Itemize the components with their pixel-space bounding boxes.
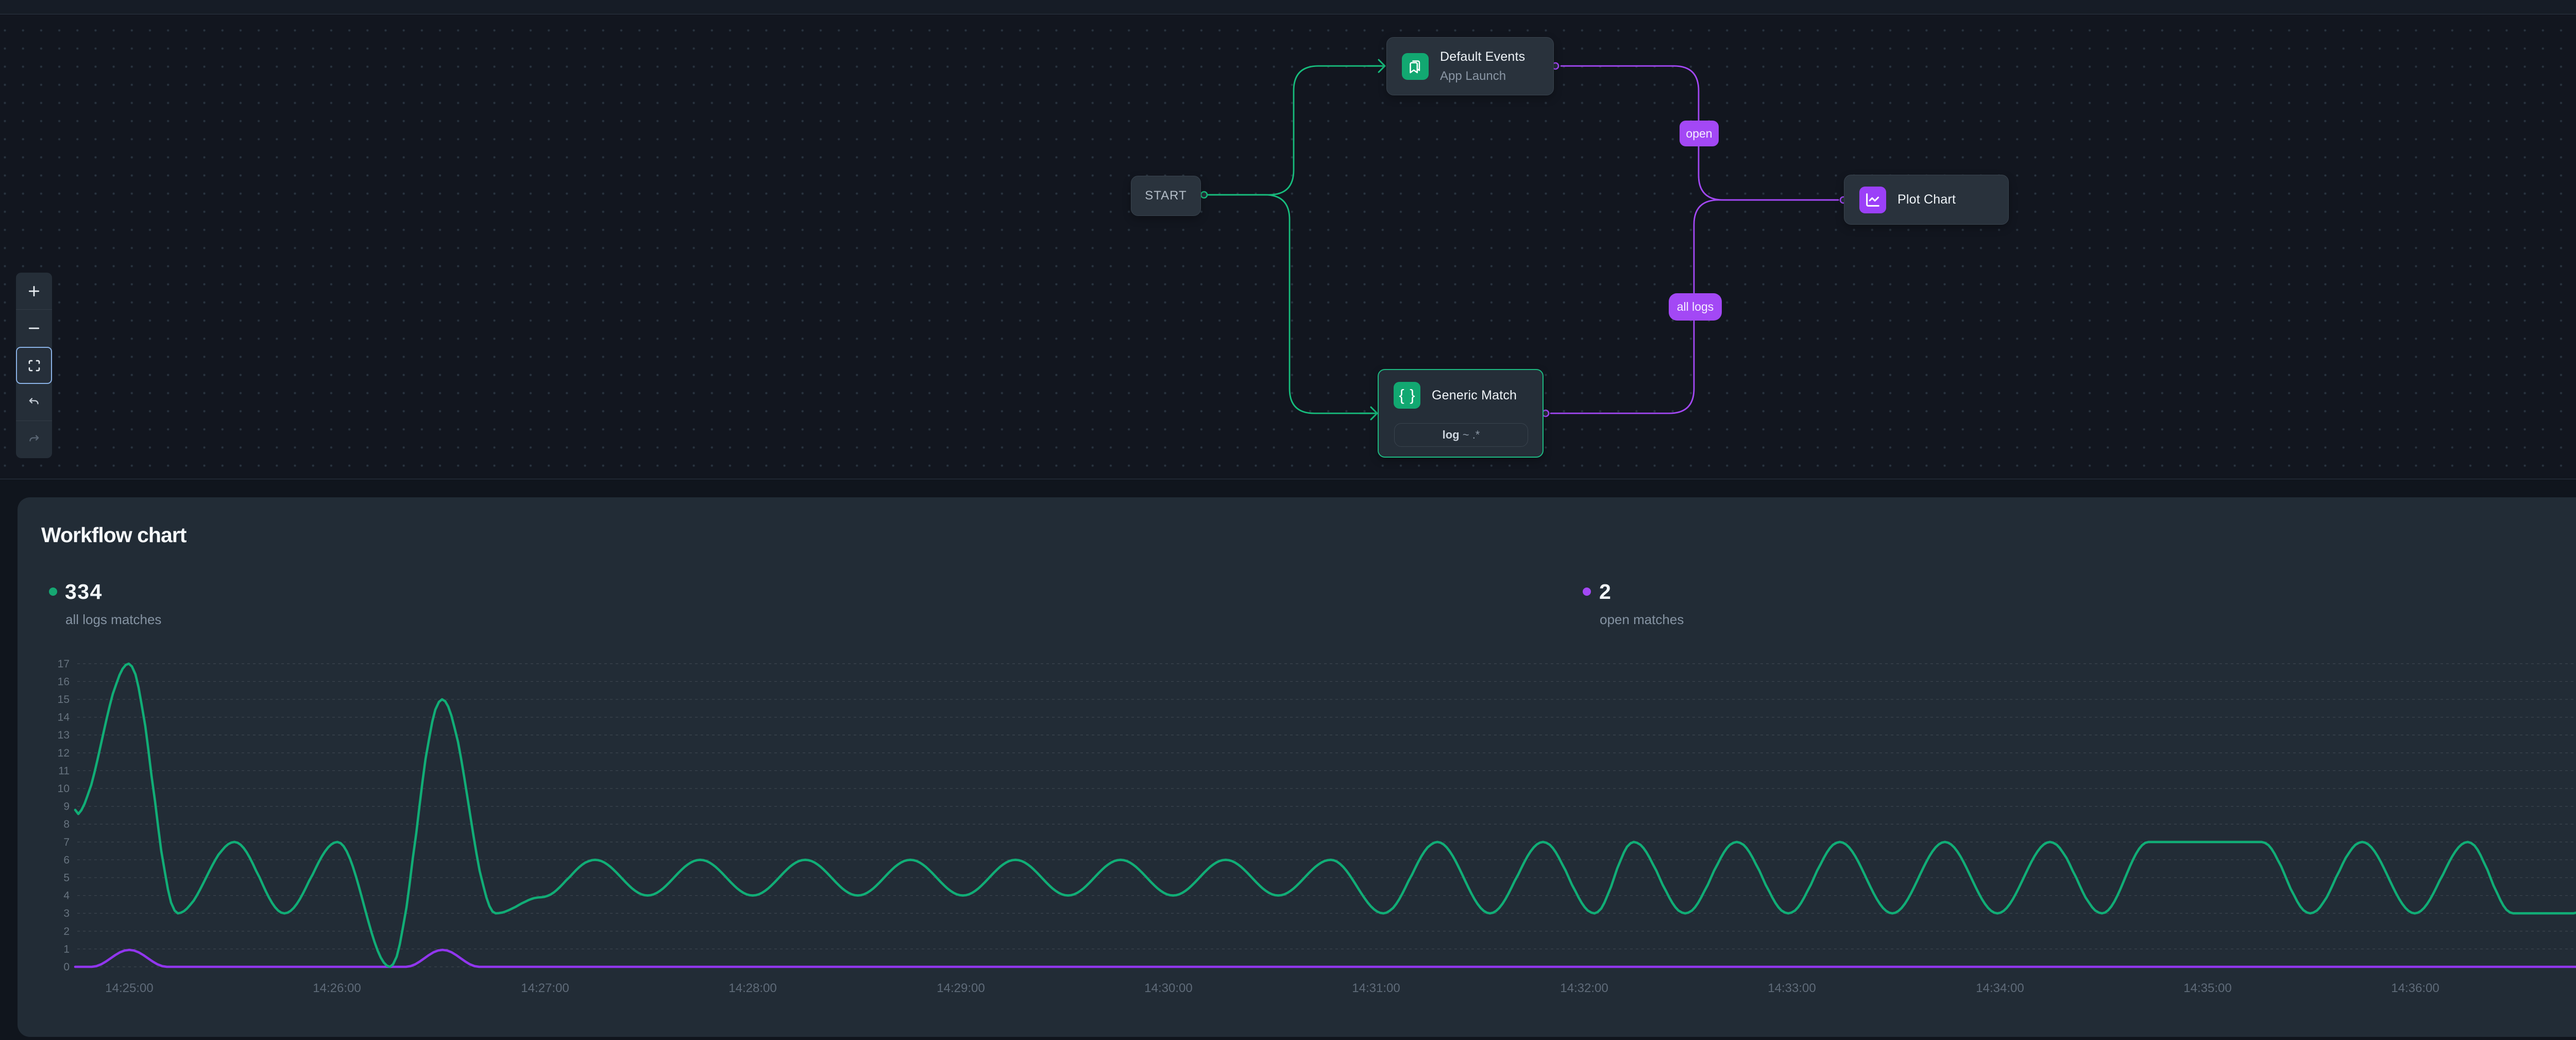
svg-text:0: 0 xyxy=(63,961,70,973)
svg-text:8: 8 xyxy=(63,818,70,830)
svg-text:14:33:00: 14:33:00 xyxy=(1768,981,1816,995)
svg-text:13: 13 xyxy=(58,729,70,741)
svg-text:14:28:00: 14:28:00 xyxy=(728,981,776,995)
svg-text:4: 4 xyxy=(63,890,70,902)
svg-text:3: 3 xyxy=(63,908,70,919)
svg-text:14:27:00: 14:27:00 xyxy=(521,981,569,995)
svg-text:14: 14 xyxy=(58,712,70,724)
svg-text:14:30:00: 14:30:00 xyxy=(1144,981,1192,995)
svg-text:6: 6 xyxy=(63,854,70,866)
svg-text:14:35:00: 14:35:00 xyxy=(2183,981,2231,995)
svg-text:17: 17 xyxy=(58,658,70,670)
svg-text:14:29:00: 14:29:00 xyxy=(937,981,985,995)
svg-text:12: 12 xyxy=(58,747,70,759)
svg-text:7: 7 xyxy=(63,836,70,848)
svg-text:14:26:00: 14:26:00 xyxy=(313,981,361,995)
svg-text:11: 11 xyxy=(58,765,70,777)
svg-text:14:34:00: 14:34:00 xyxy=(1976,981,2024,995)
svg-text:16: 16 xyxy=(58,676,70,687)
svg-text:14:36:00: 14:36:00 xyxy=(2391,981,2439,995)
svg-text:2: 2 xyxy=(63,926,70,937)
svg-text:10: 10 xyxy=(58,783,70,795)
svg-text:14:32:00: 14:32:00 xyxy=(1560,981,1608,995)
svg-text:5: 5 xyxy=(63,872,70,884)
svg-text:15: 15 xyxy=(58,694,70,706)
svg-text:1: 1 xyxy=(63,943,70,955)
svg-text:14:25:00: 14:25:00 xyxy=(105,981,153,995)
svg-text:14:31:00: 14:31:00 xyxy=(1352,981,1400,995)
svg-text:9: 9 xyxy=(63,801,70,813)
